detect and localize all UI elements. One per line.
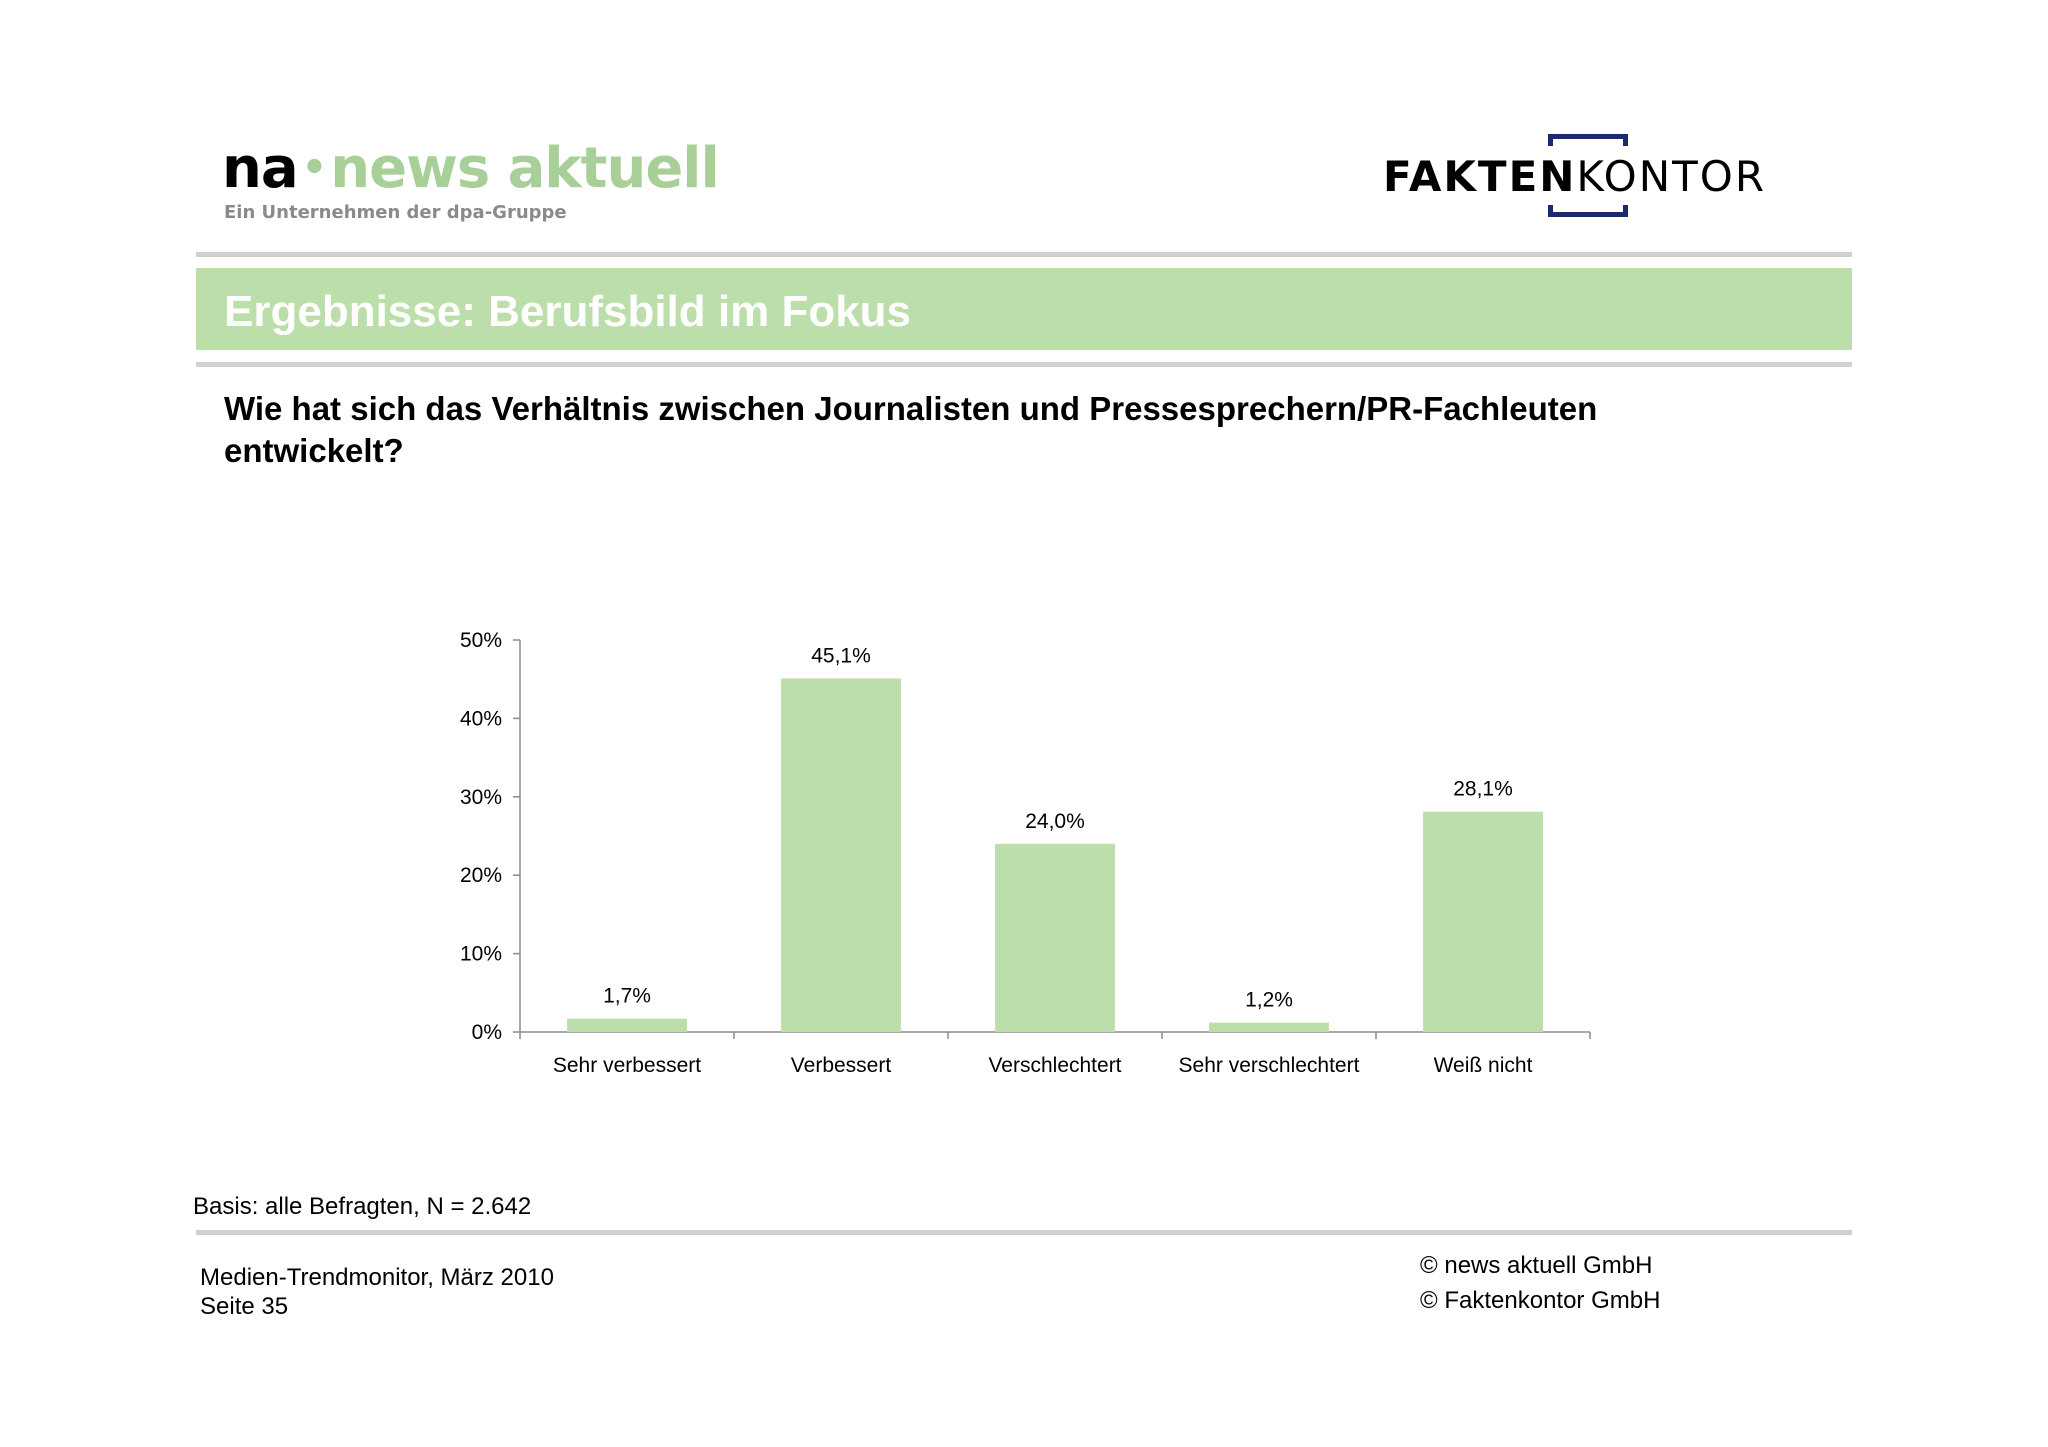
footer-copyright-news-aktuell: © news aktuell GmbH	[1420, 1252, 1653, 1279]
top-divider	[196, 252, 1852, 257]
faktenkontor-bracket-bottom-icon	[1548, 205, 1628, 217]
category-label: Weiß nicht	[1434, 1054, 1533, 1077]
banner-divider	[196, 362, 1852, 367]
y-tick-label: 0%	[472, 1021, 502, 1044]
bar	[995, 843, 1115, 1032]
basis-note: Basis: alle Befragten, N = 2.642	[193, 1193, 532, 1220]
faktenkontor-bracket-top-icon	[1548, 134, 1628, 146]
logo-subtitle: Ein Unternehmen der dpa-Gruppe	[224, 202, 567, 223]
footer-source: Medien-Trendmonitor, März 2010	[200, 1264, 554, 1291]
y-tick-label: 10%	[460, 943, 502, 966]
question-heading: Wie hat sich das Verhältnis zwischen Jou…	[224, 390, 1598, 469]
category-label: Verschlechtert	[988, 1054, 1121, 1077]
bar	[781, 678, 901, 1032]
bar	[1423, 811, 1543, 1032]
y-tick-label: 50%	[460, 629, 502, 652]
faktenkontor-logo: FAKTENKONTOR	[1383, 153, 1766, 201]
title-banner	[196, 268, 1852, 350]
logo-kontor-text: KONTOR	[1576, 152, 1767, 201]
logo-news-aktuell-text: news aktuell	[330, 136, 719, 201]
logo-dot: •	[301, 145, 328, 191]
data-label: 28,1%	[1453, 778, 1513, 801]
bar	[567, 1018, 687, 1032]
data-label: 1,2%	[1245, 989, 1293, 1012]
logo-fakten-text: FAKTEN	[1383, 152, 1577, 201]
category-label: Sehr verschlechtert	[1179, 1054, 1360, 1077]
logo-na-text: na	[222, 136, 299, 201]
page-title: Ergebnisse: Berufsbild im Fokus	[224, 287, 912, 336]
category-label: Sehr verbessert	[553, 1054, 701, 1077]
data-label: 45,1%	[811, 644, 871, 667]
footer-page-number: Seite 35	[200, 1293, 289, 1320]
category-label: Verbessert	[791, 1054, 892, 1077]
data-label: 24,0%	[1025, 810, 1085, 833]
footer-copyright-faktenkontor: © Faktenkontor GmbH	[1420, 1287, 1661, 1314]
footer-divider	[196, 1230, 1852, 1235]
y-tick-label: 40%	[460, 707, 502, 730]
bar	[1209, 1022, 1329, 1032]
y-tick-label: 30%	[460, 786, 502, 809]
data-label: 1,7%	[603, 985, 651, 1008]
y-tick-label: 20%	[460, 864, 502, 887]
news-aktuell-logo: na •news aktuell	[222, 136, 720, 201]
